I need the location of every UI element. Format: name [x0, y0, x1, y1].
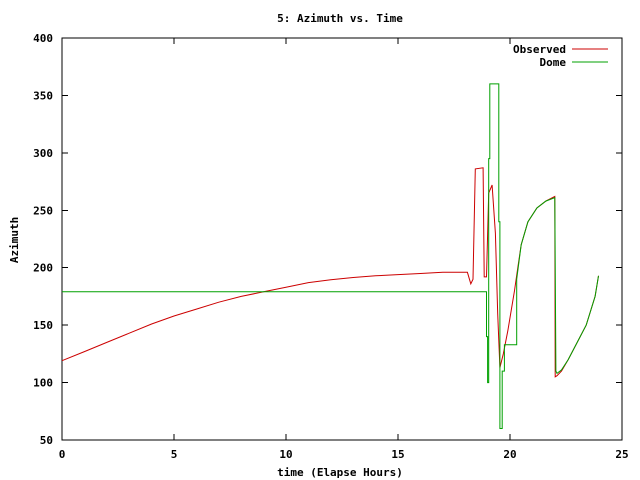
x-axis-ticks: 0 5 10 15 20 25	[59, 38, 629, 461]
x-axis-label: time (Elapse Hours)	[277, 466, 403, 479]
series-dome-line	[62, 83, 599, 429]
y-tick-label: 100	[33, 377, 53, 390]
chart-title: 5: Azimuth vs. Time	[277, 12, 403, 25]
y-tick-label: 300	[33, 147, 53, 160]
series-layer	[61, 83, 599, 429]
plot-frame	[61, 37, 623, 441]
y-tick-label: 200	[33, 262, 53, 275]
y-tick-label: 250	[33, 204, 53, 217]
x-tick-label: 5	[171, 448, 178, 461]
y-axis-ticks: 50 100 150 200 250 300 350 400	[33, 32, 622, 447]
legend-label-observed: Observed	[513, 43, 566, 56]
y-tick-label: 50	[40, 434, 53, 447]
y-tick-label: 400	[33, 32, 53, 45]
y-tick-label: 350	[33, 89, 53, 102]
x-tick-label: 20	[503, 448, 516, 461]
x-tick-label: 0	[59, 448, 66, 461]
y-tick-label: 150	[33, 319, 53, 332]
x-tick-label: 25	[615, 448, 628, 461]
legend-label-dome: Dome	[540, 56, 567, 69]
x-tick-label: 10	[279, 448, 292, 461]
y-axis-label: Azimuth	[8, 217, 21, 263]
x-tick-label: 15	[391, 448, 404, 461]
